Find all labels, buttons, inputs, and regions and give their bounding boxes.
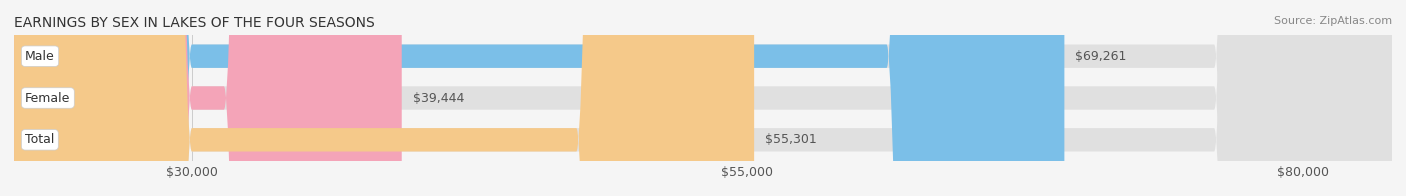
Text: EARNINGS BY SEX IN LAKES OF THE FOUR SEASONS: EARNINGS BY SEX IN LAKES OF THE FOUR SEA… xyxy=(14,16,375,30)
FancyBboxPatch shape xyxy=(14,0,1392,196)
Text: Source: ZipAtlas.com: Source: ZipAtlas.com xyxy=(1274,16,1392,26)
FancyBboxPatch shape xyxy=(14,0,1064,196)
Text: $69,261: $69,261 xyxy=(1076,50,1126,63)
FancyBboxPatch shape xyxy=(14,0,1392,196)
Text: Female: Female xyxy=(25,92,70,104)
Text: Male: Male xyxy=(25,50,55,63)
Text: Total: Total xyxy=(25,133,55,146)
Text: $55,301: $55,301 xyxy=(765,133,817,146)
FancyBboxPatch shape xyxy=(14,0,402,196)
FancyBboxPatch shape xyxy=(14,0,754,196)
Text: $39,444: $39,444 xyxy=(413,92,464,104)
FancyBboxPatch shape xyxy=(14,0,1392,196)
